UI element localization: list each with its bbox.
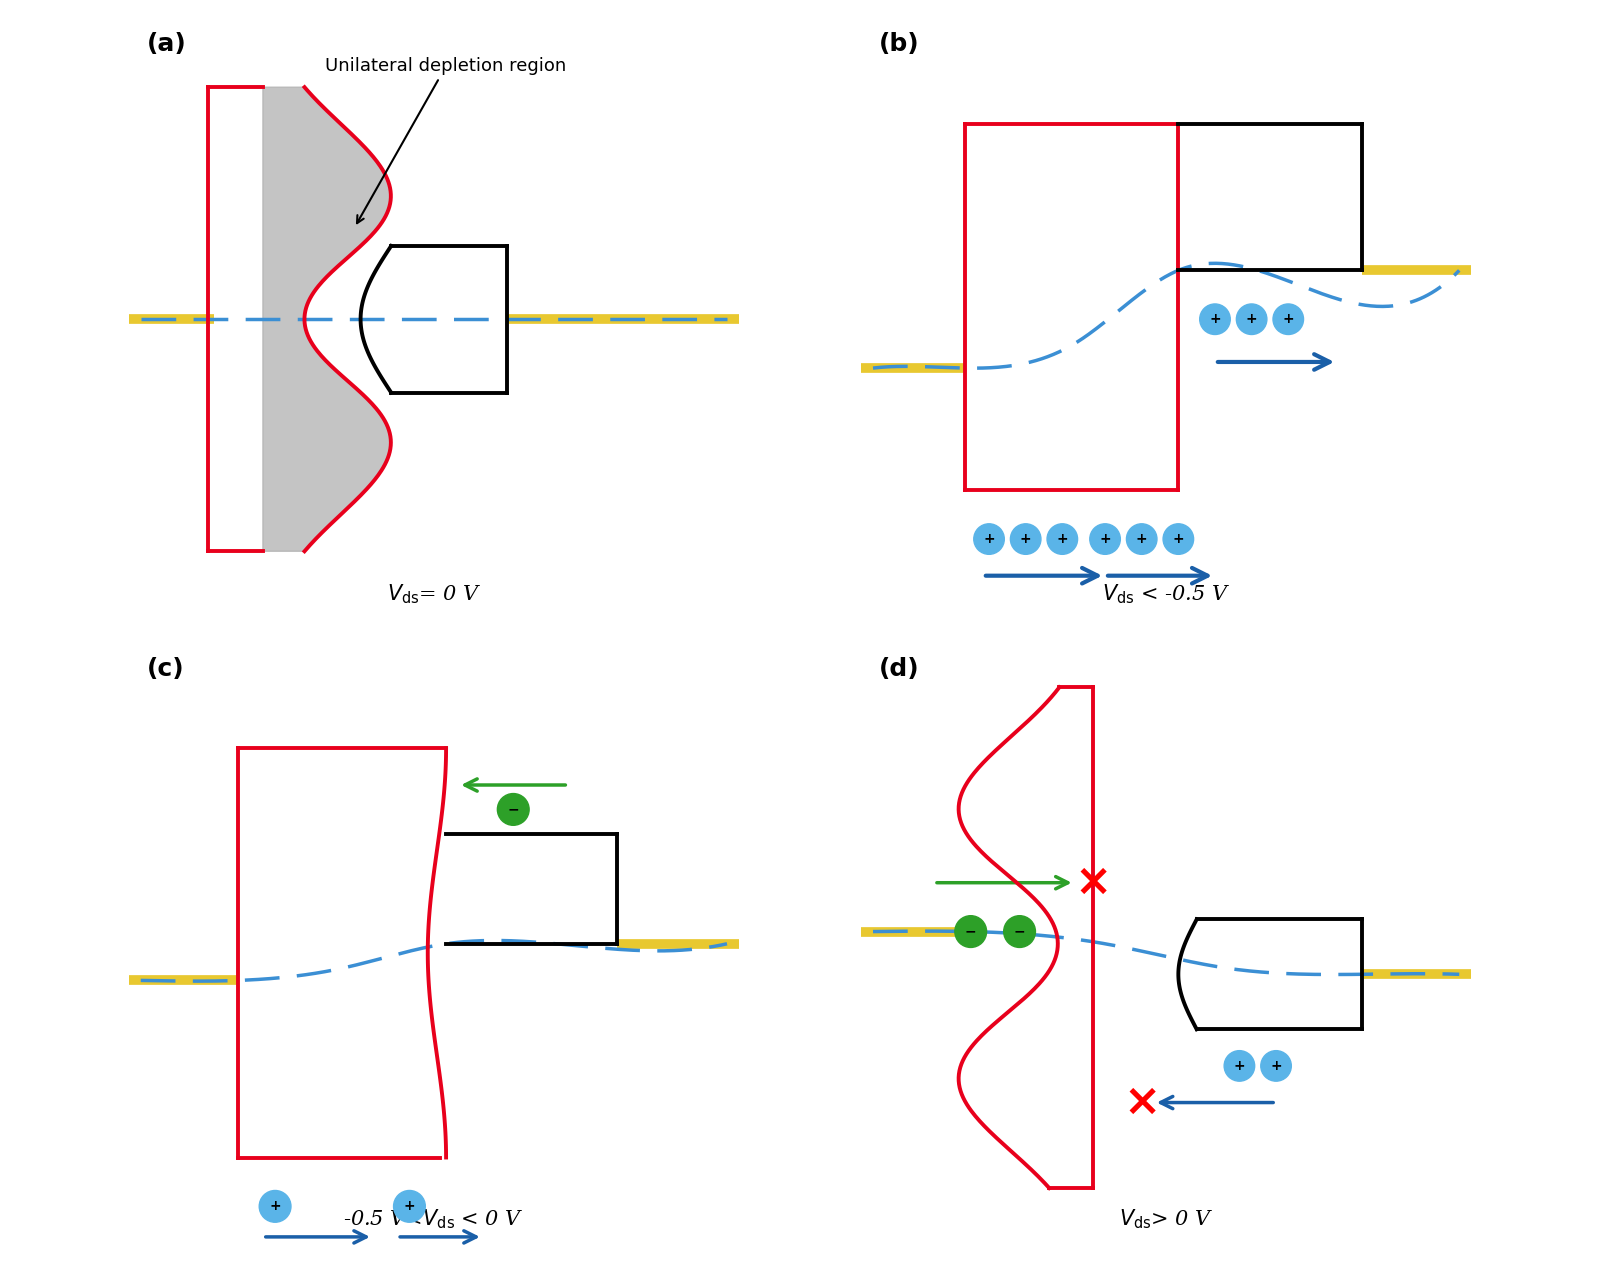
Text: +: + xyxy=(1283,312,1294,326)
Circle shape xyxy=(498,793,530,825)
Circle shape xyxy=(1237,304,1267,335)
Circle shape xyxy=(1261,1051,1291,1081)
Circle shape xyxy=(1003,916,1035,947)
Text: ×: × xyxy=(1123,1081,1160,1124)
Text: +: + xyxy=(269,1200,282,1214)
Text: $V_{\mathrm{ds}}$ < -0.5 V: $V_{\mathrm{ds}}$ < -0.5 V xyxy=(1102,582,1230,606)
Circle shape xyxy=(1224,1051,1254,1081)
Text: +: + xyxy=(1173,532,1184,546)
Text: +: + xyxy=(403,1200,416,1214)
Circle shape xyxy=(955,916,987,947)
Text: +: + xyxy=(1234,1058,1245,1072)
Text: (c): (c) xyxy=(147,657,184,681)
Text: +: + xyxy=(1056,532,1069,546)
Circle shape xyxy=(1011,524,1042,554)
Text: ×: × xyxy=(1074,861,1112,904)
Text: +: + xyxy=(1019,532,1032,546)
Text: (a): (a) xyxy=(147,33,187,57)
Text: −: − xyxy=(965,925,976,938)
Text: (d): (d) xyxy=(878,657,920,681)
Circle shape xyxy=(1090,524,1120,554)
Text: −: − xyxy=(1014,925,1026,938)
Text: -0.5 V<$V_{\mathrm{ds}}$ < 0 V: -0.5 V<$V_{\mathrm{ds}}$ < 0 V xyxy=(344,1207,525,1230)
Text: $V_{\mathrm{ds}}$= 0 V: $V_{\mathrm{ds}}$= 0 V xyxy=(387,582,482,606)
Circle shape xyxy=(259,1191,291,1223)
Text: −: − xyxy=(507,802,518,816)
Circle shape xyxy=(1274,304,1304,335)
Circle shape xyxy=(1126,524,1157,554)
Text: +: + xyxy=(1246,312,1258,326)
Text: (b): (b) xyxy=(878,33,920,57)
Text: +: + xyxy=(984,532,995,546)
Circle shape xyxy=(1046,524,1077,554)
Circle shape xyxy=(1200,304,1230,335)
Circle shape xyxy=(974,524,1005,554)
Text: Unilateral depletion region: Unilateral depletion region xyxy=(325,57,566,224)
Text: +: + xyxy=(1099,532,1110,546)
Circle shape xyxy=(394,1191,426,1223)
Text: $V_{\mathrm{ds}}$> 0 V: $V_{\mathrm{ds}}$> 0 V xyxy=(1118,1207,1213,1230)
Text: +: + xyxy=(1210,312,1221,326)
Text: +: + xyxy=(1136,532,1147,546)
Text: +: + xyxy=(1270,1058,1282,1072)
Polygon shape xyxy=(262,87,390,551)
Circle shape xyxy=(1163,524,1194,554)
